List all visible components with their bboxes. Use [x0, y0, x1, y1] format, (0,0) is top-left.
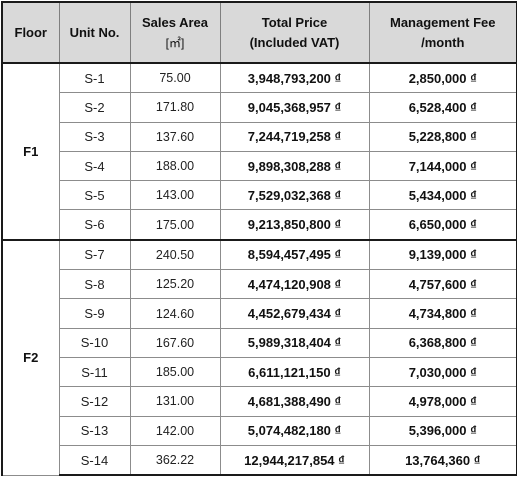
header-total-price-note: (Included VAT): [249, 34, 340, 50]
sales-area-cell: 142.00: [129, 415, 221, 446]
total-price-cell: 3,948,793,200 ₫: [219, 62, 370, 94]
management-fee-cell: 9,139,000 ₫: [368, 238, 517, 271]
management-fee-cell: 7,144,000 ₫: [368, 150, 517, 182]
table-row: F2 S-7 240.50 8,594,457,495 ₫ 9,139,000 ₫: [1, 238, 517, 476]
header-sales-area: Sales Area [㎡]: [129, 1, 221, 64]
floor-cell: F2: [1, 238, 60, 476]
sales-area-cell: 185.00: [129, 356, 221, 388]
unit-number-cell: S-10: [58, 327, 131, 358]
table-row: S-3 137.60 7,244,719,258 ₫ 5,228,800 ₫: [2, 121, 517, 152]
table-row: S-6 175.00 9,213,850,800 ₫ 6,650,000 ₫: [2, 209, 517, 241]
table-row: S-2 171.80 9,045,368,957 ₫ 6,528,400 ₫: [2, 92, 517, 123]
unit-number-cell: S-7: [58, 238, 131, 271]
management-fee-cell: 6,650,000 ₫: [368, 209, 517, 241]
header-management-fee-label: Management Fee: [390, 14, 496, 30]
sales-area-cell: 143.00: [129, 180, 221, 211]
management-fee-cell: 2,850,000 ₫: [368, 62, 517, 94]
floor-cell: F1: [1, 62, 60, 241]
header-management-fee-period: /month: [421, 34, 465, 50]
unit-number-cell: S-3: [58, 121, 131, 152]
management-fee-cell: 7,030,000 ₫: [368, 356, 517, 388]
header-sales-area-label: Sales Area: [141, 14, 208, 30]
header-total-price-label: Total Price: [261, 14, 328, 30]
table-row: S-12 131.00 4,681,388,490 ₫ 4,978,000 ₫: [2, 386, 517, 417]
total-price-cell: 7,529,032,368 ₫: [219, 180, 370, 211]
total-price-cell: 4,681,388,490 ₫: [219, 386, 370, 417]
header-floor: Floor: [1, 1, 60, 64]
management-fee-cell: 4,978,000 ₫: [368, 386, 517, 417]
management-fee-cell: 6,368,800 ₫: [368, 327, 517, 358]
unit-number-cell: S-14: [58, 444, 131, 477]
sales-area-cell: 137.60: [129, 121, 221, 152]
total-price-cell: 12,944,217,854 ₫: [219, 444, 370, 477]
table-row: S-4 188.00 9,898,308,288 ₫ 7,144,000 ₫: [2, 150, 517, 182]
management-fee-cell: 5,396,000 ₫: [368, 415, 517, 446]
sales-area-cell: 188.00: [129, 150, 221, 182]
management-fee-cell: 5,228,800 ₫: [368, 121, 517, 152]
total-price-cell: 5,989,318,404 ₫: [219, 327, 370, 358]
total-price-cell: 9,213,850,800 ₫: [219, 209, 370, 241]
unit-number-cell: S-6: [58, 209, 131, 241]
sales-area-cell: 171.80: [129, 92, 221, 123]
management-fee-cell: 6,528,400 ₫: [368, 92, 517, 123]
table-row: S-8 125.20 4,474,120,908 ₫ 4,757,600 ₫: [2, 269, 517, 300]
management-fee-cell: 13,764,360 ₫: [368, 444, 517, 477]
total-price-cell: 9,898,308,288 ₫: [219, 150, 370, 182]
sales-area-cell: 124.60: [129, 298, 221, 329]
unit-number-cell: S-13: [58, 415, 131, 446]
table-body: F1 S-1 75.00 3,948,793,200 ₫ 2,850,000 ₫ S-2 1…: [1, 62, 517, 477]
header-management-fee: Management Fee /month: [368, 1, 517, 64]
table-row: S-9 124.60 4,452,679,434 ₫ 4,734,800 ₫: [2, 298, 517, 329]
unit-number-cell: S-1: [58, 62, 131, 94]
table-row: S-5 143.00 7,529,032,368 ₫ 5,434,000 ₫: [2, 180, 517, 211]
management-fee-cell: 4,757,600 ₫: [368, 269, 517, 300]
table-row: S-14 362.22 12,944,217,854 ₫ 13,764,360 ₫: [2, 444, 517, 477]
unit-number-cell: S-9: [58, 298, 131, 329]
header-total-price: Total Price (Included VAT): [219, 1, 370, 64]
table-row: S-11 185.00 6,611,121,150 ₫ 7,030,000 ₫: [2, 356, 517, 388]
unit-number-cell: S-8: [58, 269, 131, 300]
sales-area-cell: 75.00: [129, 62, 221, 94]
management-fee-cell: 5,434,000 ₫: [368, 180, 517, 211]
unit-number-cell: S-12: [58, 386, 131, 417]
management-fee-cell: 4,734,800 ₫: [368, 298, 517, 329]
total-price-cell: 4,474,120,908 ₫: [219, 269, 370, 300]
table-row: S-13 142.00 5,074,482,180 ₫ 5,396,000 ₫: [2, 415, 517, 446]
sales-area-cell: 240.50: [129, 238, 221, 271]
header-sales-area-unit: [㎡]: [165, 35, 185, 50]
unit-number-cell: S-4: [58, 150, 131, 182]
unit-number-cell: S-2: [58, 92, 131, 123]
unit-number-cell: S-5: [58, 180, 131, 211]
header-unit-no: Unit No.: [58, 1, 131, 64]
total-price-cell: 7,244,719,258 ₫: [219, 121, 370, 152]
total-price-cell: 4,452,679,434 ₫: [219, 298, 370, 329]
table-row: S-10 167.60 5,989,318,404 ₫ 6,368,800 ₫: [2, 327, 517, 358]
sales-area-cell: 131.00: [129, 386, 221, 417]
sales-area-cell: 175.00: [129, 209, 221, 241]
total-price-cell: 6,611,121,150 ₫: [219, 356, 370, 388]
total-price-cell: 8,594,457,495 ₫: [219, 238, 370, 271]
table-header-row: Floor Unit No. Sales Area [㎡] Total Pric…: [1, 1, 517, 64]
sales-area-cell: 167.60: [129, 327, 221, 358]
table-row: F1 S-1 75.00 3,948,793,200 ₫ 2,850,000 ₫: [1, 62, 517, 241]
unit-number-cell: S-11: [58, 356, 131, 388]
sales-area-cell: 125.20: [129, 269, 221, 300]
total-price-cell: 5,074,482,180 ₫: [219, 415, 370, 446]
sales-area-cell: 362.22: [129, 444, 221, 477]
total-price-cell: 9,045,368,957 ₫: [219, 92, 370, 123]
